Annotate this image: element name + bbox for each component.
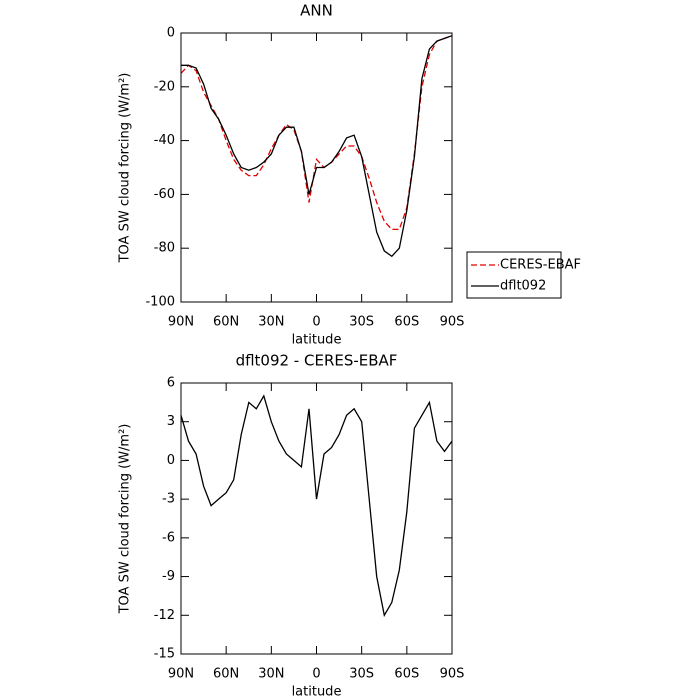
chart-title: dflt092 - CERES-EBAF	[236, 352, 398, 370]
data-line	[181, 35, 453, 258]
data-line	[180, 35, 453, 231]
y-tick-label: -6	[162, 530, 175, 545]
legend-label: dflt092	[500, 279, 546, 294]
data-line	[180, 394, 453, 618]
x-axis-label: latitude	[292, 685, 342, 700]
x-tick-label: 90N	[168, 315, 194, 330]
x-tick-label: 0	[312, 315, 320, 330]
plot-frame	[180, 32, 453, 303]
x-axis-label: latitude	[292, 333, 342, 348]
y-tick-label: -60	[154, 187, 175, 202]
chart-title: ANN	[300, 2, 333, 20]
x-tick-label: 30N	[258, 667, 284, 682]
y-tick-label: -3	[162, 492, 175, 507]
legend-label: CERES-EBAF	[500, 258, 581, 273]
y-tick-label: -80	[154, 241, 175, 256]
x-tick-label: 60S	[394, 667, 419, 682]
y-tick-label: 0	[167, 26, 175, 41]
x-tick-label: 90N	[168, 667, 194, 682]
y-tick-label: -15	[154, 647, 175, 662]
plot-frame	[180, 382, 453, 655]
y-axis-label: TOA SW cloud forcing (W/m²)	[118, 73, 133, 264]
y-tick-label: 3	[167, 414, 175, 429]
y-tick-label: 6	[167, 376, 175, 391]
x-tick-label: 60S	[394, 315, 419, 330]
x-tick-label: 0	[312, 667, 320, 682]
y-tick-label: 0	[167, 453, 175, 468]
x-tick-label: 30S	[349, 667, 374, 682]
x-tick-label: 30S	[349, 315, 374, 330]
y-axis-label: TOA SW cloud forcing (W/m²)	[118, 424, 133, 615]
x-tick-label: 90S	[440, 315, 465, 330]
x-tick-label: 90S	[440, 667, 465, 682]
y-tick-label: -40	[154, 133, 175, 148]
x-tick-label: 60N	[213, 315, 239, 330]
x-tick-label: 30N	[258, 315, 284, 330]
x-tick-label: 60N	[213, 667, 239, 682]
y-tick-label: -100	[145, 295, 175, 310]
y-tick-label: -12	[154, 608, 175, 623]
y-tick-label: -20	[154, 79, 175, 94]
y-tick-label: -9	[162, 569, 175, 584]
legend-box	[466, 251, 562, 299]
